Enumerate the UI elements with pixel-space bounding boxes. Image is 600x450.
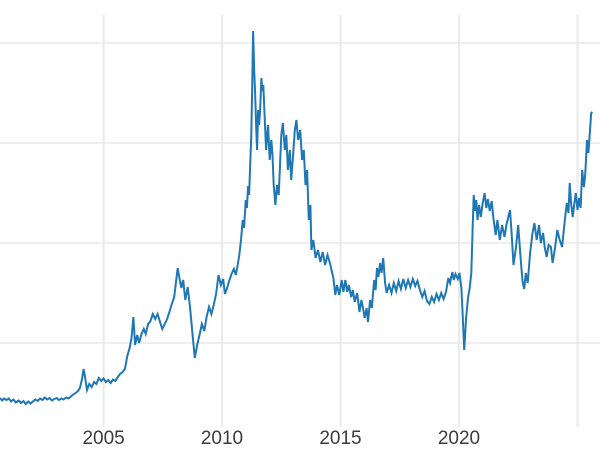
x-tick-label-2015: 2015: [319, 428, 362, 449]
x-tick-label-2020: 2020: [437, 428, 481, 449]
price-line-series: [0, 30, 594, 406]
horizontal-gridlines: [0, 42, 600, 344]
x-tick-label-2005: 2005: [82, 428, 125, 449]
vertical-gridlines: [102, 15, 579, 427]
x-tick-label-2010: 2010: [200, 428, 244, 449]
